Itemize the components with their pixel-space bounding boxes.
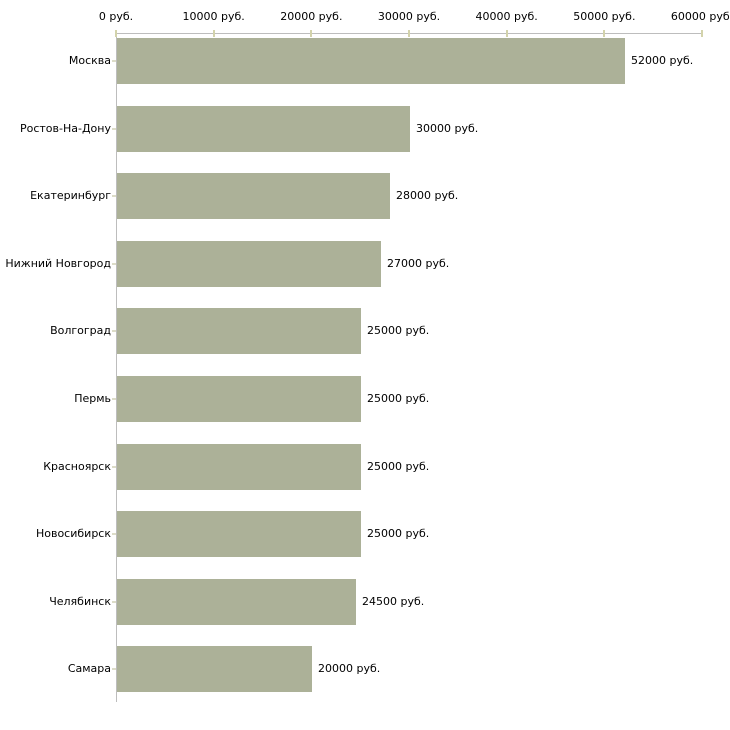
bar-value-label: 25000 руб.	[367, 324, 430, 338]
y-axis-line	[116, 33, 117, 702]
category-label: Волгоград	[50, 324, 111, 338]
bar	[117, 443, 361, 490]
x-axis-tick	[408, 30, 410, 37]
bar	[117, 578, 356, 625]
x-axis-tick	[310, 30, 313, 37]
category-label: Ростов-На-Дону	[19, 121, 111, 135]
y-axis-tick	[112, 330, 116, 333]
bar-value-label: 25000 руб.	[367, 392, 430, 405]
category-label: Нижний Новгород	[5, 256, 111, 270]
y-axis-tick	[112, 262, 116, 265]
y-axis-tick	[112, 465, 116, 468]
bar	[117, 105, 410, 152]
bar	[117, 646, 312, 693]
x-axis-tick	[701, 30, 703, 37]
category-label: Екатеринбург	[30, 189, 111, 203]
y-axis-tick	[112, 398, 116, 400]
x-axis-tick	[212, 30, 215, 37]
x-axis-tick-label: 10000 руб.	[182, 10, 245, 23]
bar	[117, 38, 625, 84]
bar	[117, 240, 381, 287]
bar-value-label: 28000 руб.	[396, 189, 459, 203]
x-axis-tick-label: 30000 руб.	[377, 10, 441, 23]
category-label: Самара	[67, 662, 111, 676]
bar-value-label: 52000 руб.	[631, 54, 694, 67]
y-axis-tick	[112, 668, 116, 671]
category-label: Пермь	[74, 392, 111, 405]
bar	[117, 173, 390, 220]
y-axis-tick	[112, 127, 116, 130]
bar-value-label: 25000 руб.	[367, 527, 430, 541]
x-axis-tick	[115, 30, 117, 37]
category-label: Новосибирск	[35, 527, 111, 541]
x-axis-tick	[603, 30, 606, 37]
x-axis-tick-label: 60000 руб.	[670, 10, 730, 23]
y-axis-tick	[112, 60, 116, 62]
x-axis-tick	[505, 30, 508, 37]
y-axis-tick	[112, 195, 116, 198]
bar	[117, 376, 361, 422]
category-label: Красноярск	[43, 459, 111, 473]
bar-value-label: 25000 руб.	[367, 459, 430, 473]
bar-value-label: 24500 руб.	[362, 594, 425, 608]
x-axis-tick-label: 40000 руб.	[475, 10, 538, 23]
x-axis-tick-label: 0 руб.	[98, 10, 134, 23]
y-axis-tick	[112, 600, 116, 603]
x-axis-tick-label: 50000 руб.	[573, 10, 636, 23]
category-label: Челябинск	[49, 594, 111, 608]
x-axis-tick-label: 20000 руб.	[280, 10, 343, 23]
y-axis-tick	[112, 533, 116, 536]
bar	[117, 308, 361, 355]
bar-value-label: 20000 руб.	[318, 662, 381, 676]
bar-value-label: 30000 руб.	[416, 121, 479, 135]
bar	[117, 511, 361, 558]
category-label: Москва	[68, 54, 111, 67]
bar-value-label: 27000 руб.	[387, 256, 450, 270]
